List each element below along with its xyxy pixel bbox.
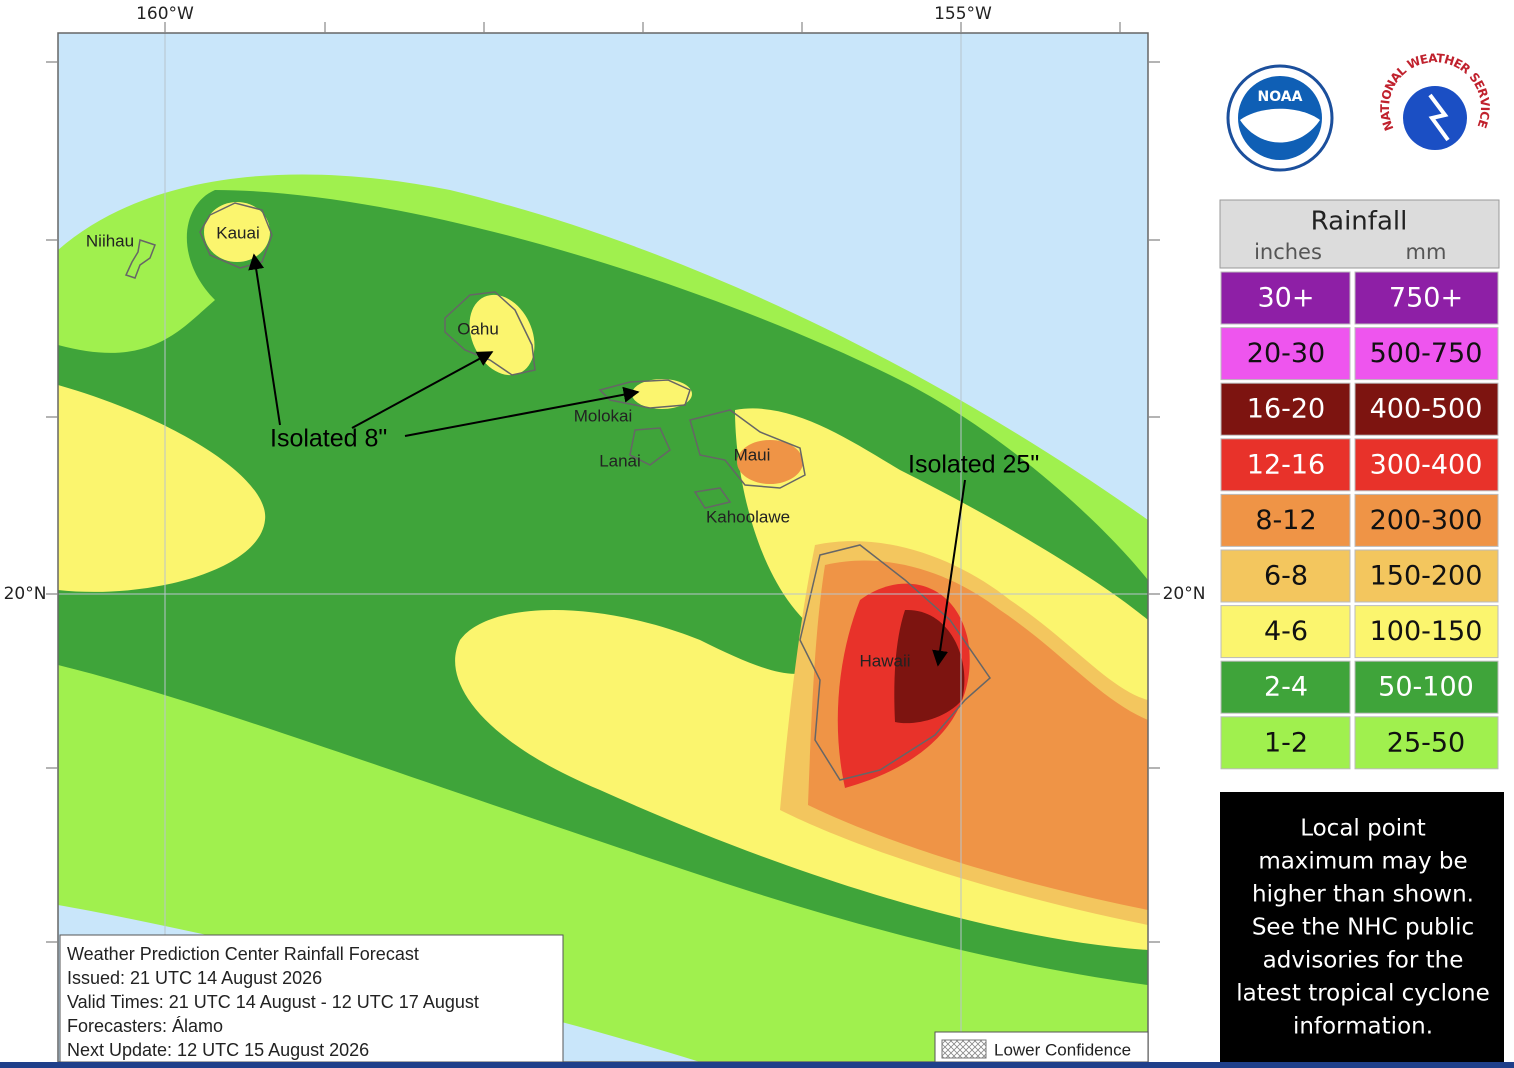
legend-mm: 150-200 [1370, 561, 1483, 592]
lon-label: 160°W [136, 4, 194, 24]
legend-unit: mm [1406, 240, 1447, 264]
legend-swatch [1354, 605, 1499, 659]
legend-swatch [1354, 493, 1499, 547]
legend-inches: 4-6 [1264, 616, 1308, 647]
lon-label: 155°W [934, 4, 992, 24]
lower-confidence-label: Lower Confidence [994, 1040, 1131, 1059]
map [58, 33, 1148, 1062]
annotation: Isolated 8" [270, 425, 387, 453]
legend-inches: 12-16 [1247, 449, 1325, 480]
legend-unit: inches [1254, 240, 1322, 264]
island-label: Oahu [457, 319, 499, 338]
lat-label: 20°N [4, 584, 47, 604]
legend-swatch [1220, 605, 1351, 659]
info-line: Valid Times: 21 UTC 14 August - 12 UTC 1… [67, 992, 479, 1012]
legend-swatch [1220, 716, 1351, 770]
legend-mm: 500-750 [1370, 338, 1483, 369]
info-line: Issued: 21 UTC 14 August 2026 [67, 968, 322, 988]
legend-mm: 400-500 [1370, 394, 1483, 425]
legend-inches: 8-12 [1255, 505, 1316, 536]
legend-mm: 25-50 [1387, 727, 1465, 758]
legend-swatch [1220, 660, 1351, 714]
legend-title: Rainfall [1311, 207, 1408, 237]
noaa-logo: NOAA [1226, 64, 1334, 172]
legend-swatch [1220, 549, 1351, 603]
note-line: advisories for the [1263, 948, 1464, 974]
legend-inches: 30+ [1258, 283, 1315, 314]
island-label: Niihau [86, 231, 134, 250]
legend-mm: 750+ [1389, 283, 1463, 314]
legend-swatch [1354, 382, 1499, 436]
legend-swatch [1220, 438, 1351, 492]
info-box [59, 934, 564, 1063]
legend-inches: 2-4 [1264, 672, 1308, 703]
island-label: Lanai [599, 451, 641, 470]
legend-header [1219, 199, 1500, 269]
note-line: information. [1293, 1014, 1433, 1040]
tick-marks [46, 22, 1160, 943]
legend-inches: 16-20 [1247, 394, 1325, 425]
legend-swatch [1354, 271, 1499, 325]
arrows [248, 253, 966, 667]
legend-swatch [1354, 716, 1499, 770]
legend-inches: 6-8 [1264, 561, 1308, 592]
legend-swatch [1354, 660, 1499, 714]
legend-swatch [1220, 493, 1351, 547]
island-label: Kahoolawe [706, 507, 790, 526]
info-line: Forecasters: Álamo [67, 1016, 223, 1036]
island-label: Molokai [574, 406, 633, 425]
island-label: Maui [734, 445, 771, 464]
legend-swatch [1220, 271, 1351, 325]
note-line: latest tropical cyclone [1236, 981, 1490, 1007]
noaa-text: NOAA [1258, 89, 1303, 105]
legend-swatch [1354, 438, 1499, 492]
island-label: Hawaii [859, 651, 910, 670]
note-line: maximum may be [1258, 849, 1467, 875]
legend-swatch [1220, 327, 1351, 381]
note: Local point maximum may be higher than sho… [1236, 816, 1490, 1040]
legend-inches: 20-30 [1247, 338, 1325, 369]
annotation: Isolated 25" [908, 451, 1039, 479]
island-label: Kauai [216, 223, 259, 242]
grid-lines [58, 33, 1148, 1062]
legend-mm: 300-400 [1370, 449, 1483, 480]
note-box [1220, 792, 1504, 1062]
legend-mm: 50-100 [1378, 672, 1474, 703]
legend-mm: 200-300 [1370, 505, 1483, 536]
info-line: Next Update: 12 UTC 15 August 2026 [67, 1040, 369, 1060]
lat-label: 20°N [1163, 584, 1206, 604]
legend-rows: 30+ 750+ 20-30 500-750 16-20 400-500 12-16 300-… [1220, 271, 1499, 770]
nws-logo: NATIONAL WEATHER SERVICE [1377, 50, 1493, 158]
legend-mm: 100-150 [1370, 616, 1483, 647]
legend-swatch [1354, 327, 1499, 381]
note-line: Local point [1300, 816, 1426, 842]
info-line: Weather Prediction Center Rainfall Forec… [67, 944, 419, 964]
legend-swatch [1354, 549, 1499, 603]
legend-swatch [1220, 382, 1351, 436]
legend-inches: 1-2 [1264, 727, 1308, 758]
note-line: higher than shown. [1252, 882, 1474, 908]
note-line: See the NHC public [1252, 915, 1474, 941]
